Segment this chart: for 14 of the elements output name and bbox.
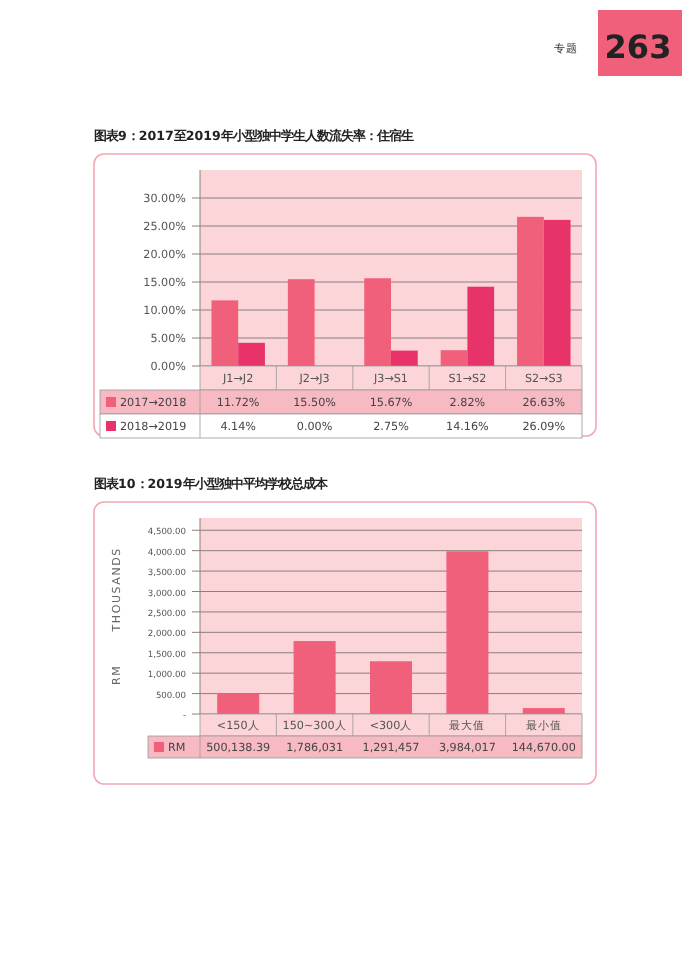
text: 263 bbox=[604, 28, 672, 66]
bar bbox=[543, 219, 571, 366]
bar bbox=[440, 350, 468, 366]
bar bbox=[391, 350, 418, 366]
bar bbox=[293, 641, 336, 714]
bar bbox=[517, 216, 544, 366]
bar bbox=[369, 661, 413, 714]
bar bbox=[467, 286, 495, 366]
bar bbox=[217, 693, 260, 714]
bar bbox=[287, 279, 315, 366]
bar bbox=[211, 300, 239, 366]
bar bbox=[238, 342, 265, 366]
bar bbox=[364, 278, 391, 366]
bar bbox=[446, 551, 489, 714]
